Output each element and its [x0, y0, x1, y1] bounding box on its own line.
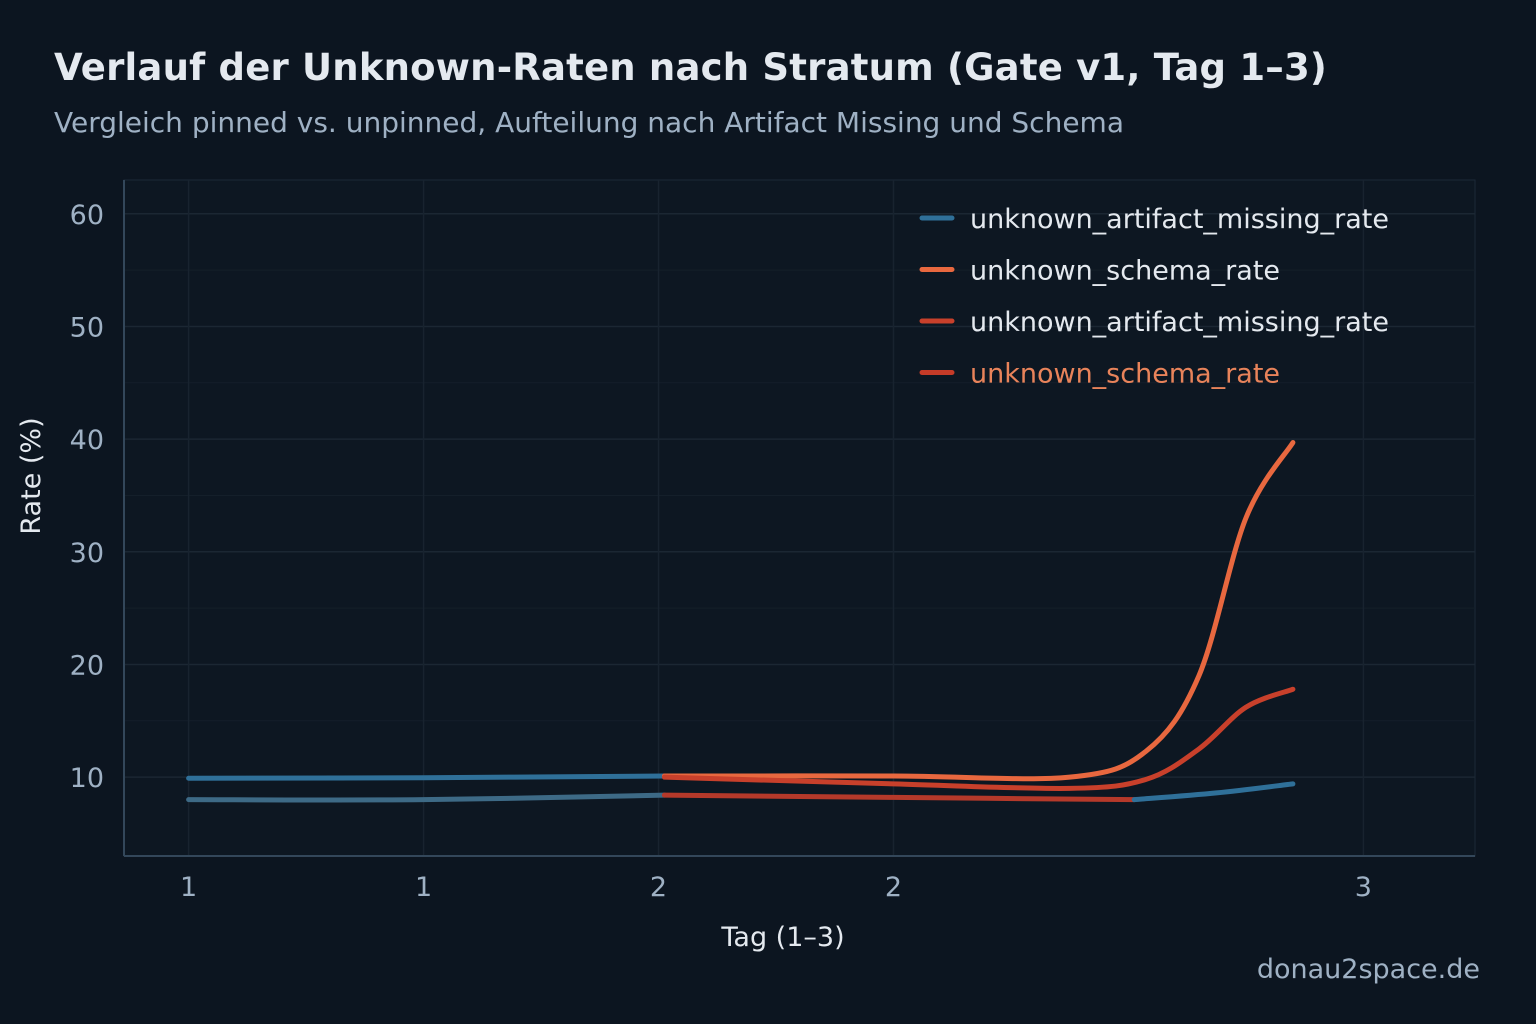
- series-line-4: [661, 792, 1137, 803]
- y-tick-label: 30: [70, 538, 104, 569]
- x-tick-label: 2: [885, 872, 902, 903]
- y-axis-label: Rate (%): [16, 417, 47, 534]
- series-line-1: [661, 440, 1296, 782]
- series-line-2: [661, 686, 1296, 791]
- legend-label: unknown_artifact_missing_rate: [970, 204, 1389, 235]
- credit-text: donau2space.de: [1256, 954, 1480, 985]
- x-tick-label: 1: [415, 872, 432, 903]
- y-tick-label: 20: [70, 650, 104, 681]
- chart-title: Verlauf der Unknown-Raten nach Stratum (…: [54, 46, 1328, 89]
- series-line-3: [186, 792, 667, 803]
- x-tick-label: 3: [1355, 872, 1372, 903]
- y-tick-label: 40: [70, 425, 104, 456]
- legend-label: unknown_artifact_missing_rate: [970, 307, 1389, 338]
- chart-subtitle: Vergleich pinned vs. unpinned, Aufteilun…: [54, 106, 1124, 139]
- x-axis-label: Tag (1–3): [720, 922, 844, 953]
- legend-label: unknown_schema_rate: [970, 359, 1280, 390]
- y-tick-label: 60: [70, 200, 104, 231]
- series-line-5: [1131, 781, 1296, 803]
- plot-area: [123, 179, 1476, 857]
- legend-label: unknown_schema_rate: [970, 256, 1280, 287]
- y-tick-label: 50: [70, 312, 104, 343]
- x-tick-label: 1: [180, 872, 197, 903]
- x-tick-label: 2: [650, 872, 667, 903]
- y-tick-label: 10: [70, 763, 104, 794]
- series-line-0: [186, 773, 667, 781]
